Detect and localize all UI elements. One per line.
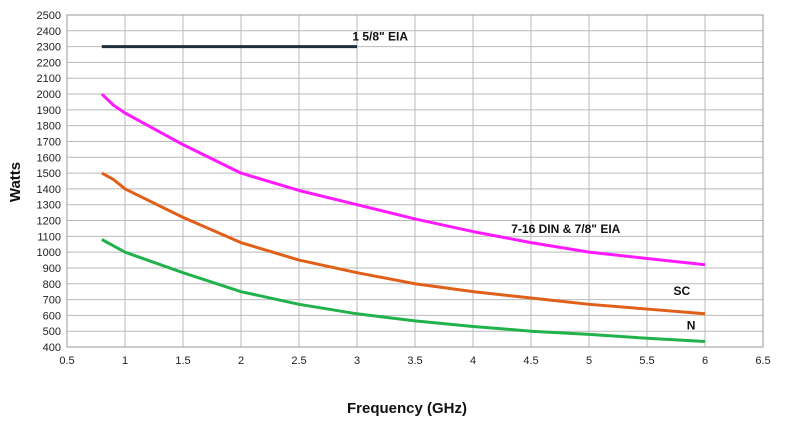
y-axis-tick-labels: 400 500 600 700 800 900 1000 1100 1200 1300 1400 15… (37, 10, 61, 354)
series-annotation: 1 5/8" EIA (352, 29, 408, 43)
x-tick-label: 1 (122, 355, 128, 367)
x-axis-tick-labels: 0.5 1 1.5 2 2.5 3 3.5 4 4.5 5 5.5 6 6.5 (59, 355, 770, 367)
x-tick-label: 5.5 (639, 355, 654, 367)
y-tick-label: 1200 (37, 216, 61, 228)
series-annotation: 7-16 DIN & 7/8" EIA (511, 222, 620, 236)
y-tick-label: 800 (43, 279, 61, 291)
plot-area-frame (66, 14, 764, 348)
x-axis-title: Frequency (GHz) (347, 400, 467, 417)
y-tick-label: 1900 (37, 105, 61, 117)
series-annotations: 1 5/8" EIA 7-16 DIN & 7/8" EIA SC N (352, 29, 695, 332)
y-tick-label: 2500 (37, 10, 61, 22)
series-line-7-16-din-7-8-eia (100, 92, 706, 267)
series-line-sc (101, 171, 706, 316)
y-tick-label: 1800 (37, 121, 61, 133)
y-axis-title: Watts (7, 162, 24, 202)
y-tick-label: 2200 (37, 57, 61, 69)
y-tick-label: 1600 (37, 152, 61, 164)
y-tick-label: 1700 (37, 136, 61, 148)
x-tick-label: 6.5 (755, 355, 770, 367)
x-tick-label: 4.5 (523, 355, 538, 367)
x-tick-label: 3 (354, 355, 360, 367)
x-tick-label: 3.5 (407, 355, 422, 367)
y-tick-label: 1400 (37, 184, 61, 196)
x-tick-label: 2.5 (291, 355, 306, 367)
y-tick-label: 1100 (37, 231, 61, 243)
x-tick-label: 5 (586, 355, 592, 367)
y-tick-label: 2000 (37, 89, 61, 101)
x-tick-label: 1.5 (175, 355, 190, 367)
series-annotation: N (687, 319, 696, 333)
y-tick-label: 600 (43, 310, 61, 322)
series-lines (100, 45, 706, 343)
y-tick-label: 1300 (37, 200, 61, 212)
y-tick-label: 900 (43, 263, 61, 275)
x-tick-label: 2 (238, 355, 244, 367)
y-tick-label: 2300 (37, 42, 61, 54)
y-tick-label: 700 (43, 295, 61, 307)
series-line-n (101, 238, 706, 343)
y-tick-label: 2100 (37, 73, 61, 85)
x-tick-label: 0.5 (59, 355, 74, 367)
x-tick-label: 6 (702, 355, 708, 367)
y-tick-label: 500 (43, 326, 61, 338)
y-tick-label: 1500 (37, 168, 61, 180)
y-tick-label: 2400 (37, 26, 61, 38)
gridlines (66, 14, 764, 348)
x-tick-label: 4 (470, 355, 476, 367)
series-annotation: SC (673, 284, 690, 298)
y-tick-label: 1000 (37, 247, 61, 259)
y-tick-label: 400 (43, 342, 61, 354)
